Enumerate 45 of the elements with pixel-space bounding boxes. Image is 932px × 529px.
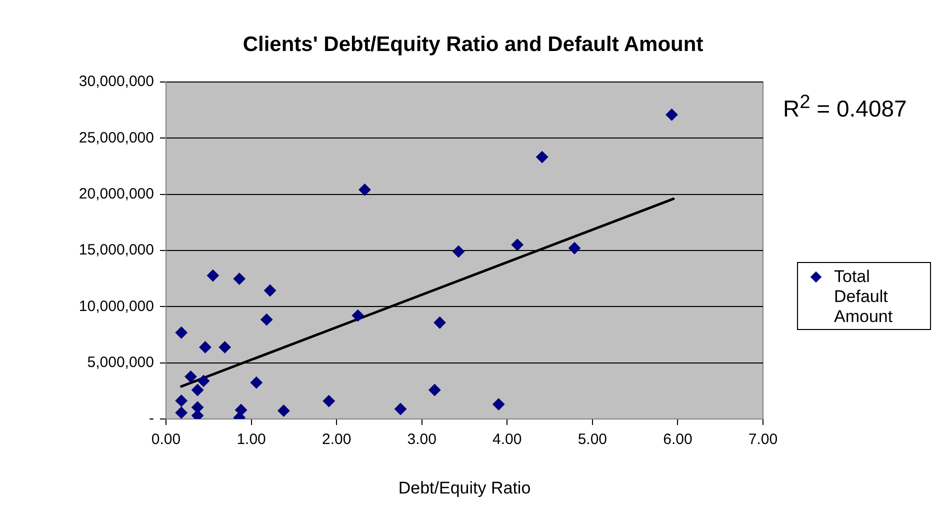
point xyxy=(175,326,188,339)
point xyxy=(568,242,581,254)
point xyxy=(250,376,262,389)
point xyxy=(666,108,678,121)
text: R$^{2}$ = 0.4087 xyxy=(783,92,907,123)
point xyxy=(511,238,524,251)
point xyxy=(233,272,246,285)
point xyxy=(322,395,335,408)
y-tick-label: 25,000,000 xyxy=(78,129,154,146)
point xyxy=(260,314,273,326)
chart-title: Clients' Debt/Equity Ratio and Default Amount xyxy=(242,32,704,56)
x-tick-label: 7.00 xyxy=(748,431,778,448)
x-tick-label: 5.00 xyxy=(578,431,608,448)
point xyxy=(184,370,197,383)
point xyxy=(434,316,446,329)
x-tick-label: 2.00 xyxy=(322,431,352,448)
point xyxy=(175,394,188,407)
y-tick-label: 30,000,000 xyxy=(78,73,154,90)
point xyxy=(192,384,204,396)
y-tick-label: 10,000,000 xyxy=(78,298,154,315)
point xyxy=(492,398,505,410)
x-axis-title: Debt/Equity Ratio xyxy=(398,478,531,498)
y-tick-label: - xyxy=(149,410,154,428)
y-tick-label: 5,000,000 xyxy=(87,354,154,371)
x-tick-label: 6.00 xyxy=(663,431,692,448)
x-tick-label: 3.00 xyxy=(407,431,436,448)
point xyxy=(175,406,188,419)
point xyxy=(536,151,548,164)
point xyxy=(199,341,212,354)
point xyxy=(428,384,441,396)
x-tick-label: 4.00 xyxy=(492,431,522,448)
y-tick-label: 15,000,000 xyxy=(78,242,154,259)
x-tick-label: 1.00 xyxy=(236,431,266,448)
point xyxy=(206,270,219,282)
point xyxy=(358,184,371,196)
x-tick-label: 0.00 xyxy=(151,431,181,448)
legend-label: Total Default Amount xyxy=(834,267,894,327)
point xyxy=(218,341,231,354)
point xyxy=(264,284,276,296)
point xyxy=(394,403,407,416)
point xyxy=(278,404,290,417)
point xyxy=(452,246,465,258)
point xyxy=(352,310,364,322)
point xyxy=(198,374,210,387)
y-tick-label: 20,000,000 xyxy=(78,185,154,202)
